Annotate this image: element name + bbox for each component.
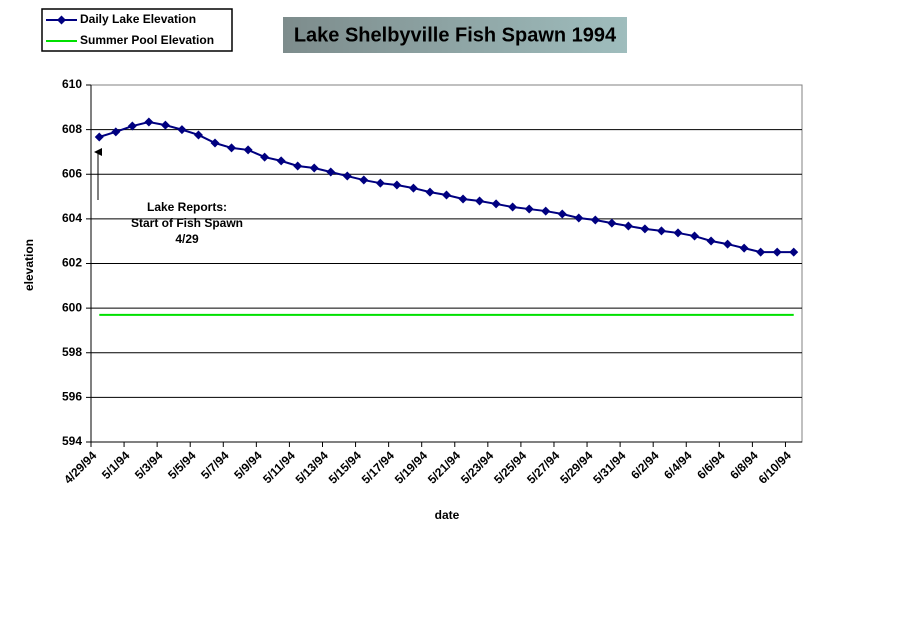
data-point [673, 228, 683, 238]
data-point [342, 171, 352, 181]
data-point [326, 167, 336, 177]
data-point [789, 247, 799, 257]
data-point [640, 224, 650, 234]
data-point [772, 247, 782, 257]
data-point [309, 163, 319, 173]
y-tick-label: 604 [62, 211, 82, 225]
data-point [160, 120, 170, 130]
x-tick-label: 5/5/94 [165, 448, 199, 482]
y-tick-label: 594 [62, 434, 82, 448]
x-tick-label: 5/23/94 [458, 448, 496, 486]
annotation: Start of Fish Spawn [131, 216, 243, 230]
y-tick-label: 608 [62, 122, 82, 136]
data-point [293, 161, 303, 171]
x-tick-label: 4/29/94 [61, 448, 99, 486]
x-axis-label: date [435, 508, 460, 522]
data-point [111, 127, 121, 137]
data-point [541, 206, 551, 216]
data-point [408, 183, 418, 193]
x-tick-label: 6/4/94 [661, 448, 695, 482]
data-point [425, 187, 435, 197]
data-point [690, 231, 700, 241]
legend-box [41, 8, 233, 52]
x-tick-label: 5/15/94 [326, 448, 364, 486]
data-point [706, 236, 716, 246]
annotation: 4/29 [175, 232, 199, 246]
data-point [723, 239, 733, 249]
y-tick-label: 602 [62, 256, 82, 270]
data-point [375, 178, 385, 188]
x-tick-label: 5/17/94 [359, 448, 397, 486]
x-tick-label: 5/21/94 [425, 448, 463, 486]
data-point [127, 121, 137, 131]
chart-title: Lake Shelbyville Fish Spawn 1994 [294, 24, 617, 46]
x-tick-label: 5/3/94 [132, 448, 166, 482]
x-tick-label: 5/11/94 [260, 448, 298, 486]
data-point [442, 190, 451, 200]
data-point [458, 194, 468, 204]
legend-label: Daily Lake Elevation [80, 12, 196, 26]
data-point [756, 247, 766, 257]
x-tick-label: 5/19/94 [392, 448, 430, 486]
data-point [392, 180, 402, 190]
data-point [243, 145, 253, 155]
data-point [491, 199, 501, 209]
x-tick-label: 5/1/94 [99, 448, 133, 482]
data-point [557, 209, 567, 219]
x-tick-label: 5/31/94 [590, 448, 628, 486]
x-tick-label: 5/13/94 [293, 448, 331, 486]
y-tick-label: 610 [62, 77, 82, 91]
data-point [359, 175, 369, 185]
data-point [260, 152, 270, 162]
y-tick-label: 596 [62, 390, 82, 404]
x-tick-label: 5/29/94 [557, 448, 595, 486]
y-tick-label: 606 [62, 166, 82, 180]
data-point [210, 138, 220, 148]
legend-marker [57, 15, 66, 25]
data-point [177, 125, 187, 135]
y-tick-label: 600 [62, 300, 82, 314]
x-tick-label: 5/27/94 [524, 448, 562, 486]
legend-label: Summer Pool Elevation [80, 33, 214, 47]
data-point [475, 196, 485, 206]
data-point [144, 117, 154, 127]
data-point [193, 130, 203, 140]
x-tick-label: 6/10/94 [756, 448, 794, 486]
data-point [623, 221, 633, 231]
data-point [94, 132, 104, 142]
y-axis-label: elevation [22, 239, 36, 291]
data-point [656, 226, 666, 236]
data-point [508, 202, 518, 212]
y-tick-label: 598 [62, 345, 82, 359]
x-tick-label: 5/25/94 [491, 448, 529, 486]
x-tick-label: 6/2/94 [628, 448, 662, 482]
data-point [524, 204, 534, 214]
data-point [607, 218, 617, 228]
title-box [283, 17, 627, 53]
data-point [574, 213, 584, 223]
data-point [590, 215, 600, 225]
annotation: Lake Reports: [147, 200, 227, 214]
data-point [276, 156, 286, 166]
data-point [227, 143, 237, 153]
data-point [739, 243, 749, 253]
x-tick-label: 6/6/94 [694, 448, 728, 482]
x-tick-label: 5/7/94 [198, 448, 232, 482]
